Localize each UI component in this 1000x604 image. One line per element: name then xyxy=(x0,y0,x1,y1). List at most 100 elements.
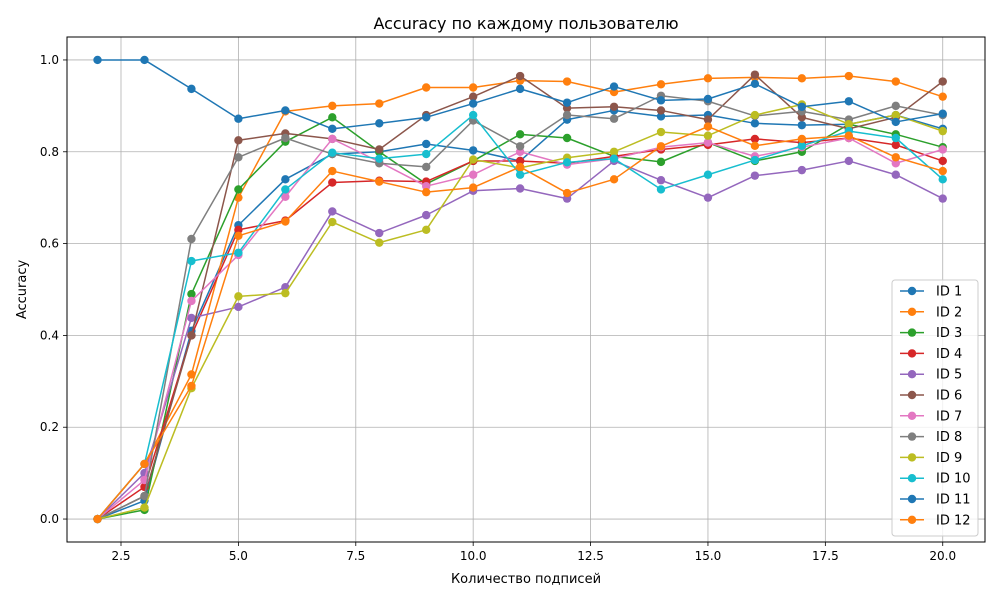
data-point xyxy=(891,133,900,143)
legend-marker xyxy=(907,432,917,441)
data-point xyxy=(656,112,666,121)
legend-marker xyxy=(907,286,917,296)
data-point xyxy=(797,120,807,130)
data-point xyxy=(797,74,807,83)
data-point xyxy=(328,217,337,227)
data-point xyxy=(422,83,431,92)
data-point xyxy=(891,140,900,150)
data-point xyxy=(515,130,525,139)
legend-item: ID 4 xyxy=(900,347,962,362)
legend-item: ID 6 xyxy=(900,389,962,404)
data-point xyxy=(234,225,243,235)
data-point xyxy=(844,131,854,140)
data-point xyxy=(750,70,760,79)
data-point xyxy=(328,124,337,134)
data-point xyxy=(750,134,760,144)
x-tick-label: 12.5 xyxy=(577,549,604,563)
data-point xyxy=(656,80,666,89)
legend-label: ID 4 xyxy=(936,347,962,362)
data-point xyxy=(281,133,290,143)
data-point xyxy=(562,158,572,167)
legend-item: ID 11 xyxy=(900,493,971,508)
data-point xyxy=(93,514,102,524)
data-point xyxy=(656,185,666,194)
legend-marker xyxy=(907,370,917,379)
data-point xyxy=(281,106,290,115)
data-point xyxy=(938,92,947,101)
data-point xyxy=(515,184,525,193)
data-point xyxy=(234,136,243,145)
data-point xyxy=(281,175,290,184)
data-point xyxy=(187,289,196,299)
plot-frame xyxy=(66,36,986,543)
data-point xyxy=(703,122,713,131)
data-point xyxy=(891,159,900,168)
data-point xyxy=(468,183,478,192)
data-point xyxy=(328,101,337,111)
data-point xyxy=(562,77,572,86)
legend-marker xyxy=(907,328,917,337)
legend: ID 1 ID 2 ID 3 ID 4 ID 5 ID 6 ID 7 ID 8 ID 9 ID 1… xyxy=(891,279,979,537)
data-point xyxy=(328,148,337,157)
data-point xyxy=(891,117,900,127)
legend-label: ID 7 xyxy=(936,409,962,424)
legend-label: ID 6 xyxy=(936,389,962,404)
data-point xyxy=(703,94,713,104)
data-point xyxy=(891,170,900,179)
data-point xyxy=(422,113,431,122)
data-point xyxy=(281,185,290,194)
legend-marker xyxy=(907,390,917,400)
data-point xyxy=(93,55,102,65)
data-point xyxy=(468,146,478,155)
data-point xyxy=(468,170,478,179)
data-point xyxy=(281,192,290,201)
legend-item: ID 3 xyxy=(900,326,962,341)
x-tick-label: 5.0 xyxy=(229,549,248,563)
data-point xyxy=(375,228,384,238)
data-point xyxy=(234,114,243,123)
x-tick-label: 2.5 xyxy=(111,549,130,563)
legend-item: ID 5 xyxy=(900,368,962,383)
data-point xyxy=(703,74,713,83)
data-point xyxy=(938,166,947,176)
legend-item: ID 9 xyxy=(900,451,962,466)
data-point xyxy=(281,288,290,298)
legend-item: ID 12 xyxy=(900,513,971,528)
series-11 xyxy=(93,55,947,134)
y-tick-label: 0.2 xyxy=(40,420,59,434)
series-12 xyxy=(93,122,947,524)
data-point xyxy=(750,155,760,165)
legend-marker xyxy=(907,494,917,504)
data-point xyxy=(609,114,619,123)
data-point xyxy=(562,133,572,143)
legend-label: ID 5 xyxy=(936,368,962,383)
data-point xyxy=(187,256,196,266)
legend-marker xyxy=(907,474,917,483)
data-point xyxy=(515,162,525,172)
legend-label: ID 3 xyxy=(936,326,962,341)
data-point xyxy=(375,119,384,128)
data-point xyxy=(703,138,713,147)
y-tick-label: 0.6 xyxy=(40,237,59,251)
legend-marker xyxy=(907,307,917,316)
data-point xyxy=(750,110,760,120)
data-point xyxy=(797,113,807,122)
data-point xyxy=(609,175,619,184)
y-tick-label: 0.8 xyxy=(40,145,59,159)
data-point xyxy=(375,238,384,247)
data-point xyxy=(422,139,431,149)
data-point xyxy=(891,153,900,162)
legend-marker xyxy=(907,349,917,358)
data-point xyxy=(938,126,947,136)
data-point xyxy=(234,248,243,257)
data-point xyxy=(140,55,149,65)
legend-box xyxy=(891,279,979,537)
data-point xyxy=(938,194,947,203)
legend-item: ID 1 xyxy=(900,285,962,300)
data-point xyxy=(468,92,478,101)
data-point xyxy=(187,381,196,391)
data-point xyxy=(938,156,947,166)
data-point xyxy=(187,84,196,94)
data-point xyxy=(750,79,760,89)
